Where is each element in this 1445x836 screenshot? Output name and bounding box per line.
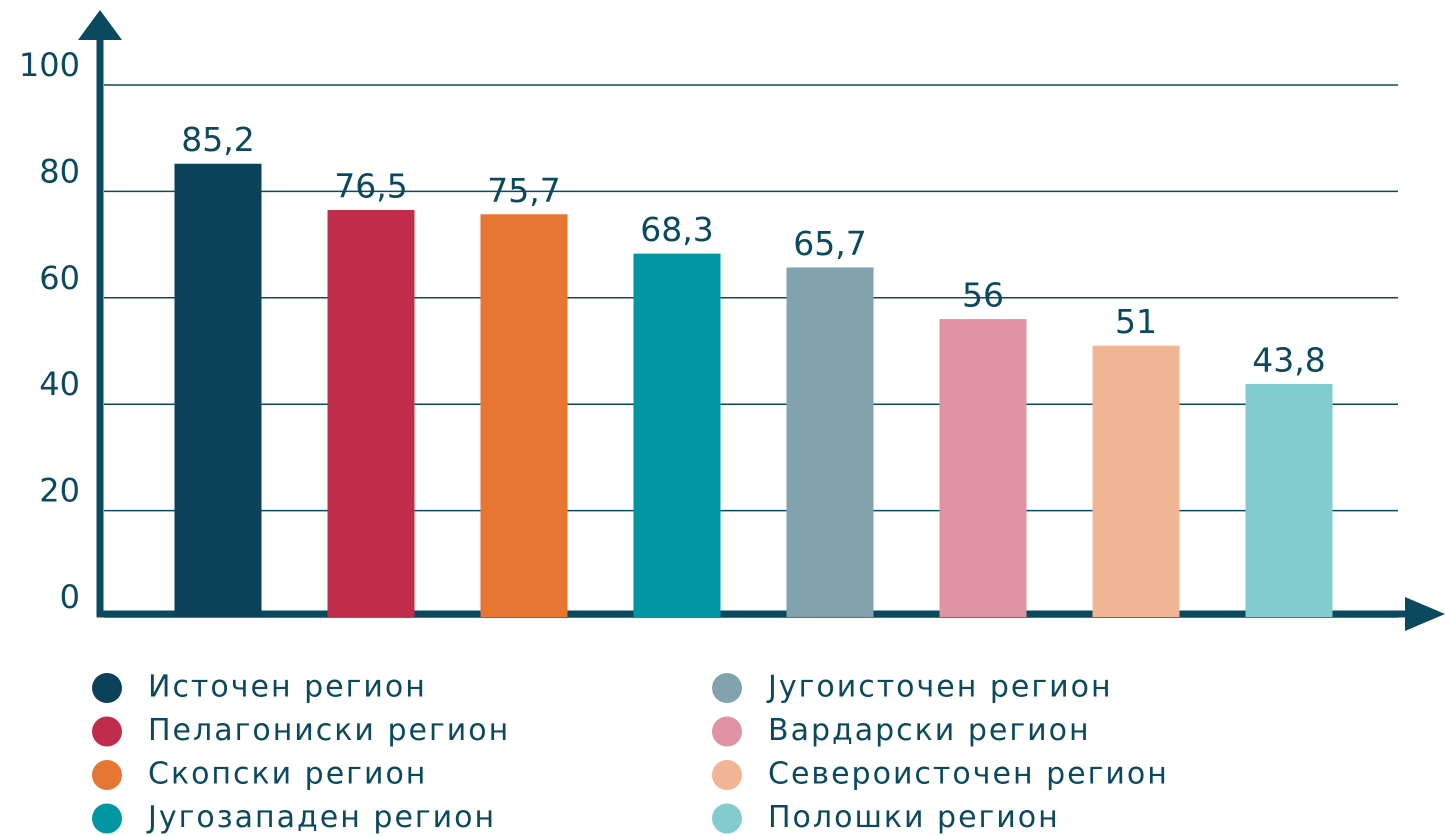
data-label: 76,5 — [334, 167, 407, 206]
data-label: 85,2 — [181, 120, 254, 159]
y-tick-label: 80 — [39, 152, 80, 190]
legend-label: Југозападен регион — [146, 800, 496, 835]
y-axis-arrow — [78, 10, 122, 40]
bar — [633, 253, 721, 618]
legend-swatch — [712, 803, 742, 834]
data-label: 68,3 — [640, 210, 713, 249]
x-axis-arrow — [1405, 597, 1445, 631]
bar — [327, 210, 415, 617]
y-tick-label: 100 — [19, 46, 80, 84]
data-label: 56 — [962, 276, 1004, 315]
legend-swatch — [92, 760, 122, 790]
legend-swatch — [92, 716, 122, 747]
y-tick-label: 0 — [60, 578, 80, 616]
legend-label: Скопски регион — [148, 757, 427, 792]
bar — [174, 163, 262, 617]
legend-label: Источен регион — [148, 670, 427, 705]
legend-label: Североисточен регион — [768, 757, 1169, 792]
legend-swatch — [92, 803, 122, 834]
legend-label: Југоисточен регион — [766, 670, 1113, 705]
legend-label: Полошки регион — [768, 800, 1060, 835]
data-label: 43,8 — [1252, 340, 1325, 379]
legend-swatch — [712, 716, 742, 747]
bar — [786, 267, 874, 617]
y-tick-label: 40 — [39, 365, 80, 403]
bar — [939, 319, 1027, 617]
legend-swatch — [712, 760, 742, 790]
y-tick-label: 20 — [39, 472, 80, 510]
legend-swatch — [92, 673, 122, 703]
bar — [1092, 345, 1180, 617]
data-label: 65,7 — [793, 224, 866, 263]
y-tick-label: 60 — [39, 259, 80, 297]
legend-label: Пелагониски регион — [148, 713, 510, 748]
bar — [1245, 383, 1333, 617]
bar — [480, 214, 568, 617]
legend-label: Вардарски регион — [768, 713, 1091, 748]
data-label: 75,7 — [487, 171, 560, 210]
data-label: 51 — [1115, 302, 1157, 341]
legend-swatch — [712, 673, 742, 703]
